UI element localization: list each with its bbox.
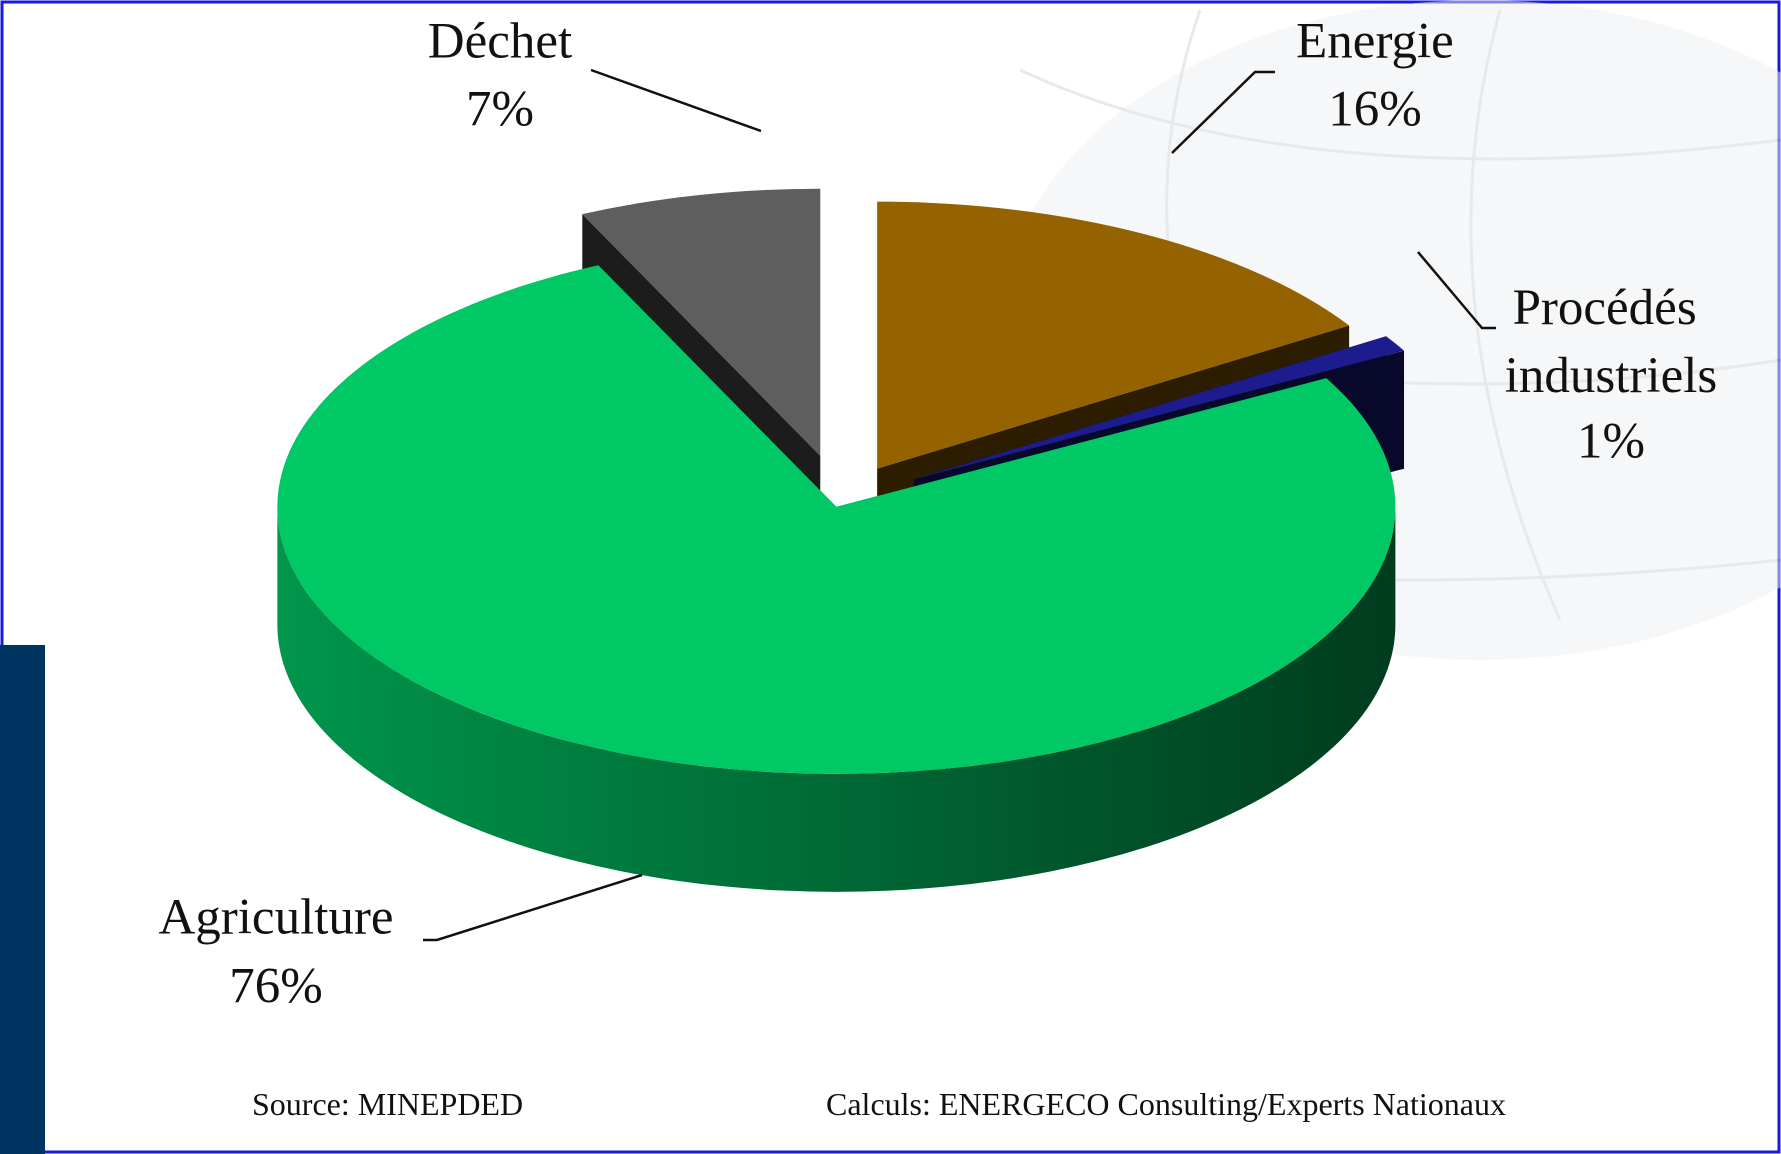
slice: [914, 336, 1405, 480]
category-label: Energie: [1296, 14, 1454, 70]
leader-line: [1171, 70, 1275, 154]
labels: Energie 16% Procédés industriels 1% Agricult…: [158, 14, 1717, 1015]
slice-wall: [277, 506, 1396, 892]
leader-line: [423, 873, 643, 942]
slice: [277, 265, 1396, 774]
category-label: Agriculture: [158, 890, 393, 946]
slice: [582, 188, 821, 456]
pie: [277, 188, 1405, 892]
value-label: 76%: [229, 959, 322, 1015]
value-label: 16%: [1328, 82, 1421, 138]
credit-note: Calculs: ENERGECO Consulting/Experts Nat…: [826, 1086, 1506, 1122]
category-label: Procédés industriels: [1505, 280, 1718, 404]
slice: [877, 201, 1350, 469]
source-note: Source: MINEPDED: [252, 1086, 523, 1122]
side-bar: [0, 645, 45, 1154]
leader-line: [1417, 251, 1496, 330]
value-label: 7%: [466, 82, 534, 138]
leader-line: [590, 68, 762, 133]
value-label: 1%: [1577, 414, 1645, 470]
category-label: Déchet: [428, 14, 572, 70]
